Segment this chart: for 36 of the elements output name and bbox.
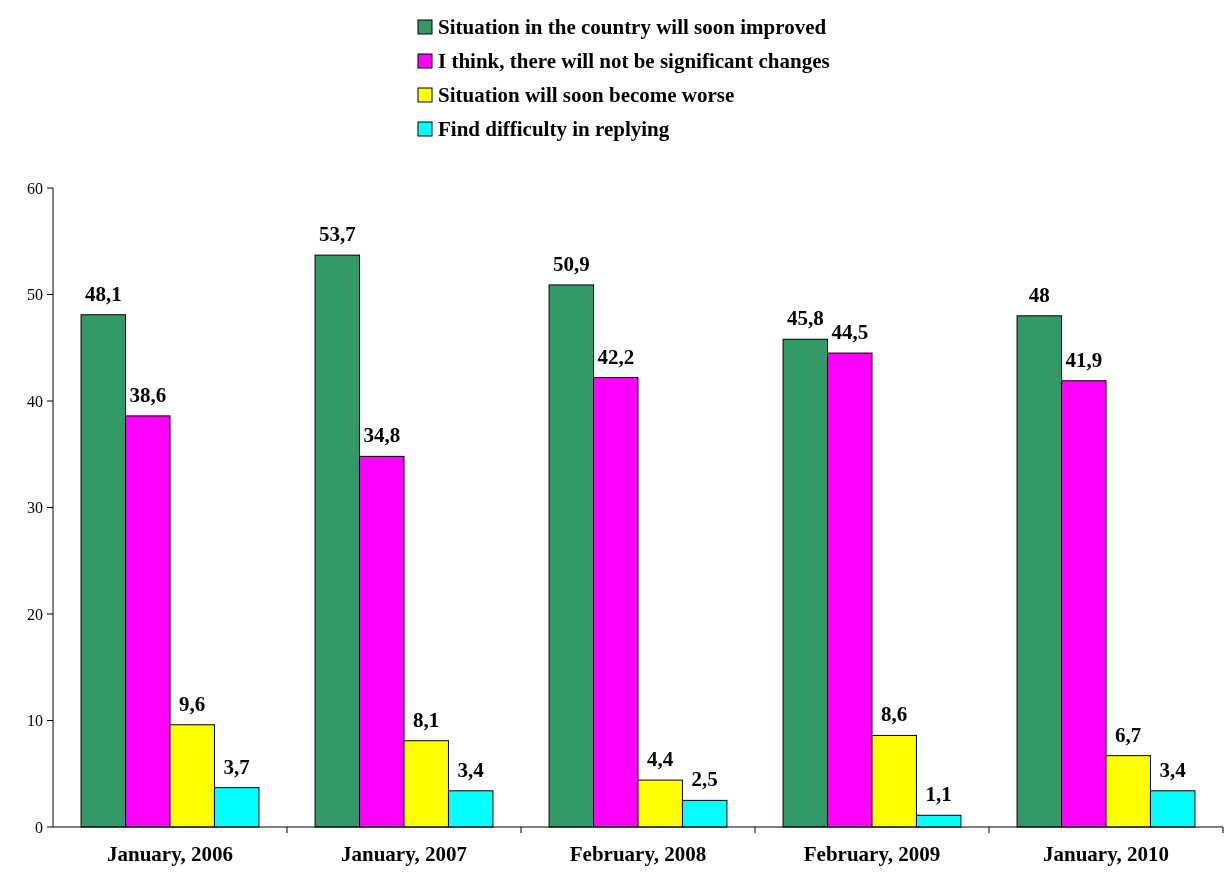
y-tick-label: 0 xyxy=(35,818,43,836)
y-tick-label: 50 xyxy=(27,286,43,304)
data-label: 6,7 xyxy=(1115,722,1142,747)
data-label: 38,6 xyxy=(129,382,167,407)
y-tick-label: 30 xyxy=(27,499,43,517)
data-label: 3,4 xyxy=(1159,757,1187,782)
data-label: 48 xyxy=(1028,282,1050,307)
data-label: 3,7 xyxy=(223,754,250,779)
data-label: 8,6 xyxy=(881,702,908,727)
data-label: 41,9 xyxy=(1065,347,1103,372)
y-tick-label: 40 xyxy=(27,392,43,410)
data-label: 4,4 xyxy=(647,747,674,772)
legend-label: I think, there will not be significant changes xyxy=(438,49,830,74)
data-label: 1,1 xyxy=(925,782,952,807)
data-label: 53,7 xyxy=(318,222,356,247)
data-label: 3,4 xyxy=(457,757,485,782)
legend-label: Situation will soon become worse xyxy=(438,83,735,108)
x-tick-label: January, 2006 xyxy=(106,842,234,866)
data-label: 48,1 xyxy=(84,281,122,306)
x-tick-label: February, 2009 xyxy=(803,842,941,866)
x-tick-label: January, 2007 xyxy=(340,842,468,866)
legend-label: Find difficulty in replying xyxy=(438,117,670,142)
data-label: 2,5 xyxy=(691,767,718,792)
y-tick-label: 20 xyxy=(27,605,43,623)
data-label: 50,9 xyxy=(552,251,590,276)
x-tick-label: February, 2008 xyxy=(569,842,707,866)
data-label: 9,6 xyxy=(179,691,206,716)
y-tick-label: 10 xyxy=(27,712,43,730)
data-label: 42,2 xyxy=(597,344,635,369)
y-tick-label: 60 xyxy=(27,179,43,197)
legend-label: Situation in the country will soon improved xyxy=(438,15,827,40)
data-label: 34,8 xyxy=(363,423,401,448)
data-label: 8,1 xyxy=(413,707,440,732)
data-label: 45,8 xyxy=(786,306,824,331)
x-tick-label: January, 2010 xyxy=(1042,842,1170,866)
data-label: 44,5 xyxy=(831,320,869,345)
